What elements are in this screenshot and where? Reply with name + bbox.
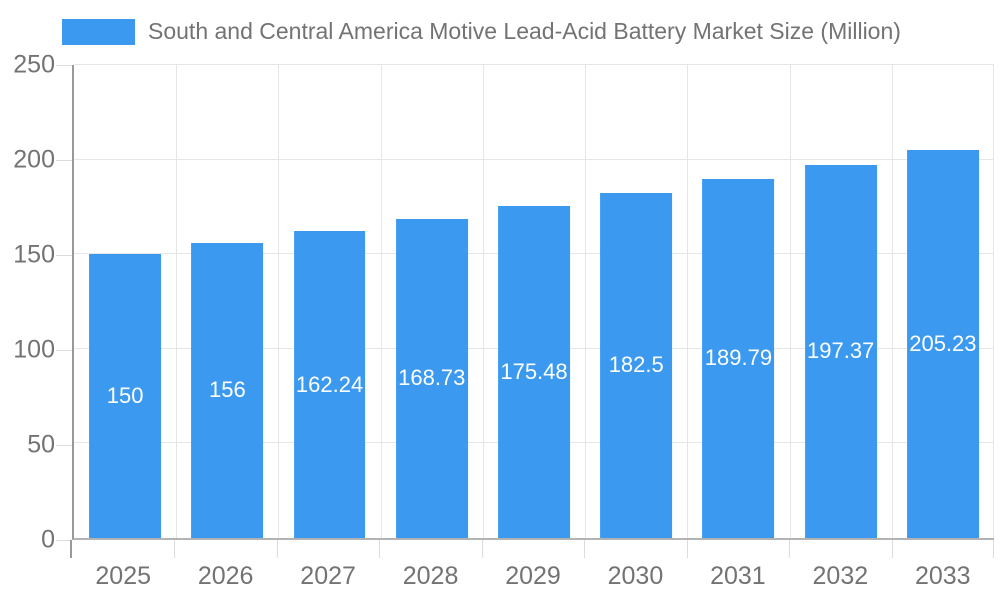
bar-value-label: 197.37 bbox=[807, 338, 875, 364]
y-axis-tick bbox=[56, 540, 72, 541]
y-axis-tick-label: 0 bbox=[41, 525, 55, 554]
bar[interactable]: 162.24 bbox=[293, 231, 366, 538]
x-axis-tick bbox=[686, 540, 688, 558]
x-axis: 2025 2026 2027 2028 2029 2030 2031 2032 2033 bbox=[70, 540, 994, 600]
bar-value-label: 205.23 bbox=[909, 330, 977, 356]
x-axis-category-label: 2029 bbox=[505, 562, 561, 590]
vertical-gridline bbox=[176, 65, 178, 538]
y-axis-tick-label: 250 bbox=[13, 50, 55, 79]
y-axis-tick-label: 200 bbox=[13, 145, 55, 174]
x-axis-category-label: 2026 bbox=[197, 562, 254, 590]
bar[interactable]: 156 bbox=[191, 242, 264, 538]
bar-value-label: 182.5 bbox=[608, 352, 664, 378]
x-axis-category-label: 2031 bbox=[710, 562, 766, 590]
x-axis-tick bbox=[993, 540, 994, 558]
bar[interactable]: 197.37 bbox=[804, 164, 877, 538]
x-axis-tick bbox=[276, 540, 278, 558]
x-axis-category-label: 2028 bbox=[402, 562, 459, 590]
y-axis-tick-label: 100 bbox=[13, 335, 55, 364]
y-axis-tick bbox=[56, 160, 72, 161]
vertical-gridline bbox=[891, 65, 893, 538]
legend-swatch bbox=[62, 18, 135, 45]
bar-value-label: 168.73 bbox=[398, 365, 466, 391]
bar[interactable]: 189.79 bbox=[702, 178, 775, 538]
bar-value-label: 175.48 bbox=[500, 359, 568, 384]
bar-value-label: 156 bbox=[208, 377, 246, 403]
bar-value-label: 150 bbox=[106, 383, 144, 409]
legend-item[interactable]: South and Central America Motive Lead-Ac… bbox=[62, 18, 901, 45]
x-axis-tick bbox=[174, 540, 176, 558]
bar-value-label: 189.79 bbox=[704, 345, 773, 371]
x-axis-tick bbox=[584, 540, 586, 558]
legend-label: South and Central America Motive Lead-Ac… bbox=[148, 18, 901, 44]
x-axis-tick bbox=[379, 540, 381, 558]
x-axis-tick bbox=[891, 540, 893, 558]
y-axis-tick bbox=[56, 350, 72, 351]
y-axis-tick-label: 150 bbox=[13, 240, 55, 269]
y-axis-tick bbox=[56, 65, 72, 66]
bar[interactable]: 175.48 bbox=[498, 206, 570, 538]
bar[interactable]: 168.73 bbox=[395, 218, 468, 538]
vertical-gridline bbox=[585, 65, 587, 538]
vertical-gridline bbox=[380, 65, 382, 538]
x-axis-category-label: 2033 bbox=[914, 562, 971, 590]
y-axis: 0 50 100 150 200 250 bbox=[0, 51, 72, 554]
vertical-gridline bbox=[789, 65, 791, 538]
horizontal-gridline bbox=[74, 64, 994, 65]
bar[interactable]: 182.5 bbox=[600, 192, 673, 538]
x-axis-category-label: 2032 bbox=[812, 562, 869, 590]
plot-area: 150 156 162.24 168.73 175.48 182.5 189.79 197.3… bbox=[72, 64, 994, 540]
x-axis-tick bbox=[481, 540, 483, 558]
y-axis-tick-label: 50 bbox=[27, 430, 55, 459]
vertical-gridline bbox=[687, 65, 689, 538]
horizontal-gridline bbox=[74, 158, 994, 160]
bar[interactable]: 150 bbox=[89, 254, 162, 538]
x-axis-category-label: 2027 bbox=[300, 562, 356, 590]
vertical-gridline bbox=[993, 65, 994, 538]
vertical-gridline bbox=[278, 65, 280, 538]
x-axis-category-label: 2025 bbox=[95, 562, 152, 590]
vertical-gridline bbox=[482, 65, 484, 538]
y-axis-tick bbox=[56, 255, 72, 256]
x-axis-tick bbox=[789, 540, 791, 558]
bar[interactable]: 205.23 bbox=[906, 149, 979, 538]
bar-value-label: 162.24 bbox=[295, 371, 364, 397]
x-axis-category-label: 2030 bbox=[607, 562, 664, 590]
y-axis-tick bbox=[56, 445, 72, 446]
x-axis-tick bbox=[70, 540, 72, 558]
